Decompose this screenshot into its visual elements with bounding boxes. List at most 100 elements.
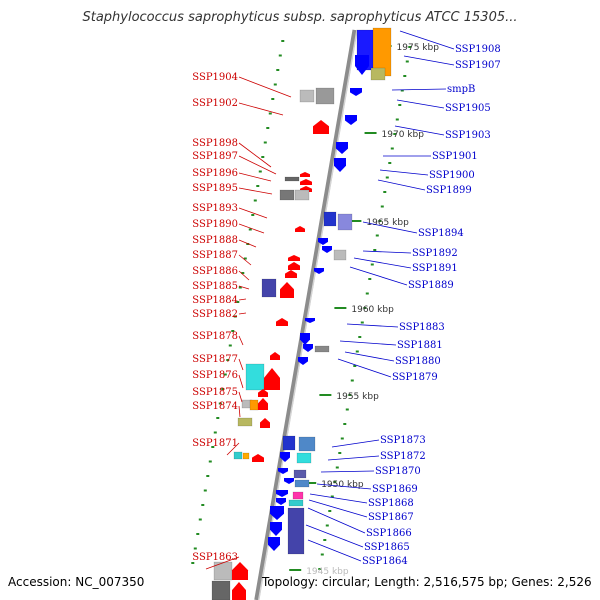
- gene-block: [261, 278, 277, 298]
- right-tick: [335, 466, 339, 469]
- left-gene-label: SSP1890: [192, 219, 238, 230]
- left-gene-label: SSP1877: [192, 354, 238, 365]
- reverse-gene-arrow: [318, 238, 328, 245]
- left-leader-line: [238, 405, 241, 418]
- gene-block: [296, 452, 312, 464]
- left-leader-line: [205, 556, 240, 570]
- left-gene-label: SSP1897: [192, 151, 238, 162]
- gene-block: [245, 363, 265, 391]
- left-tick: [263, 141, 267, 144]
- left-leader-line: [238, 239, 257, 248]
- left-gene-label: SSP1898: [192, 138, 238, 149]
- ruler-label: 1955 kbp: [336, 392, 379, 402]
- forward-gene-arrow: [232, 562, 248, 580]
- left-leader-line: [238, 391, 243, 403]
- gene-block: [293, 469, 307, 479]
- left-tick: [253, 199, 257, 202]
- reverse-gene-arrow: [278, 468, 288, 474]
- left-gene-label: SSP1878: [192, 331, 238, 342]
- left-tick: [266, 127, 270, 129]
- right-gene-label: SSP1864: [362, 556, 408, 567]
- gene-block: [242, 452, 250, 460]
- right-tick: [373, 249, 377, 251]
- gene-block: [299, 89, 315, 103]
- right-tick: [395, 118, 399, 121]
- left-gene-label: SSP1874: [192, 401, 238, 412]
- left-tick: [191, 562, 195, 564]
- left-leader-line: [238, 254, 252, 266]
- left-gene-label: SSP1885: [192, 281, 238, 292]
- right-gene-label: SSP1872: [380, 451, 426, 462]
- left-leader-line: [238, 207, 268, 219]
- right-leader-line: [399, 30, 455, 50]
- left-leader-line: [238, 374, 244, 389]
- right-gene-label: SSP1901: [432, 151, 478, 162]
- gene-block: [294, 479, 310, 488]
- gene-block: [323, 211, 337, 227]
- reverse-gene-arrow: [284, 478, 294, 484]
- right-leader-line: [353, 257, 412, 269]
- right-tick: [363, 307, 367, 309]
- right-leader-line: [391, 88, 447, 91]
- left-leader-line: [238, 312, 247, 315]
- forward-gene-arrow: [270, 352, 280, 360]
- backbone-highlight: [257, 29, 358, 600]
- right-tick: [390, 147, 394, 150]
- gene-block: [282, 435, 296, 451]
- left-gene-label: SSP1896: [192, 168, 238, 179]
- right-tick: [405, 60, 409, 63]
- right-leader-line: [379, 169, 429, 176]
- left-tick: [273, 83, 277, 86]
- right-gene-label: SSP1907: [455, 60, 501, 71]
- right-tick: [320, 553, 324, 556]
- right-gene-label: SSP1867: [368, 512, 414, 523]
- right-gene-label: SSP1900: [429, 170, 475, 181]
- right-tick: [400, 89, 404, 92]
- right-tick: [353, 365, 357, 367]
- left-leader-line: [238, 335, 244, 346]
- left-tick: [208, 460, 212, 463]
- gene-block: [288, 499, 304, 507]
- reverse-gene-arrow: [305, 318, 315, 323]
- right-tick: [388, 162, 392, 164]
- left-tick: [236, 301, 240, 303]
- left-tick: [231, 330, 235, 332]
- right-tick: [380, 205, 384, 208]
- left-leader-line: [238, 172, 272, 182]
- forward-gene-arrow: [260, 418, 270, 428]
- left-tick: [213, 431, 217, 434]
- left-gene-label: SSP1882: [192, 309, 238, 320]
- forward-gene-arrow: [288, 262, 300, 270]
- right-leader-line: [346, 323, 399, 328]
- gene-block: [314, 345, 330, 353]
- right-tick: [330, 495, 334, 498]
- gene-block: [287, 507, 305, 555]
- right-tick: [365, 292, 369, 295]
- left-gene-label: SSP1884: [192, 295, 238, 306]
- right-gene-label: SSP1870: [375, 466, 421, 477]
- left-leader-line: [238, 223, 265, 234]
- gene-block: [298, 436, 316, 452]
- left-tick: [198, 518, 202, 521]
- left-tick: [223, 373, 227, 376]
- accession-label: Accession: NC_007350: [8, 575, 145, 589]
- left-gene-label: SSP1893: [192, 203, 238, 214]
- right-tick: [408, 46, 412, 48]
- left-tick: [276, 69, 280, 71]
- gene-block: [315, 87, 335, 105]
- right-gene-label: SSP1894: [418, 228, 464, 239]
- left-leader-line: [238, 187, 273, 195]
- left-gene-label: SSP1876: [192, 370, 238, 381]
- left-tick: [243, 257, 247, 260]
- gene-block: [370, 67, 386, 81]
- left-tick: [226, 359, 230, 361]
- reverse-gene-arrow: [280, 452, 290, 462]
- right-gene-label: SSP1892: [412, 248, 458, 259]
- left-tick: [203, 489, 207, 492]
- forward-gene-arrow: [300, 172, 310, 177]
- left-tick: [206, 475, 210, 477]
- ruler-label: 1975 kbp: [397, 43, 440, 53]
- right-tick: [355, 350, 359, 353]
- right-tick: [325, 524, 329, 527]
